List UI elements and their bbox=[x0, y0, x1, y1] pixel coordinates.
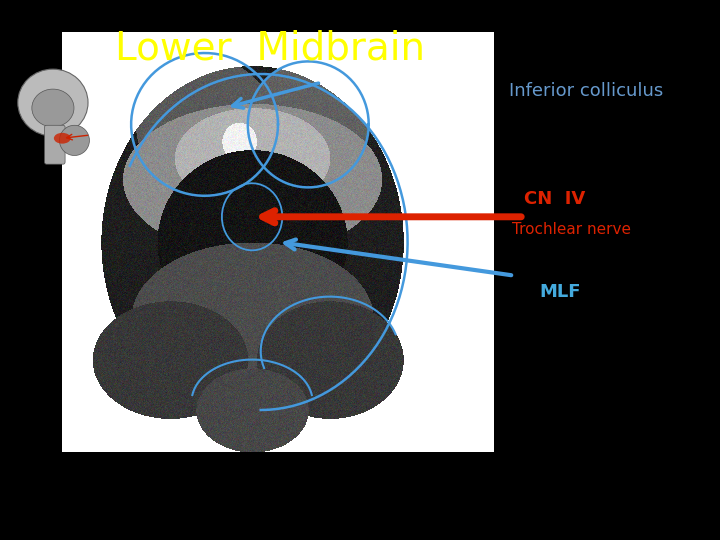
Text: Inferior colliculus: Inferior colliculus bbox=[509, 82, 663, 100]
FancyBboxPatch shape bbox=[45, 125, 65, 164]
Text: MLF: MLF bbox=[539, 284, 580, 301]
Text: Trochlear nerve: Trochlear nerve bbox=[512, 222, 631, 237]
Ellipse shape bbox=[32, 89, 74, 127]
Text: CN  IV: CN IV bbox=[524, 190, 585, 208]
Ellipse shape bbox=[54, 133, 71, 144]
Ellipse shape bbox=[60, 125, 89, 156]
Bar bbox=[62, 32, 494, 452]
Text: Lower  Midbrain: Lower Midbrain bbox=[115, 30, 425, 68]
Ellipse shape bbox=[18, 69, 88, 136]
